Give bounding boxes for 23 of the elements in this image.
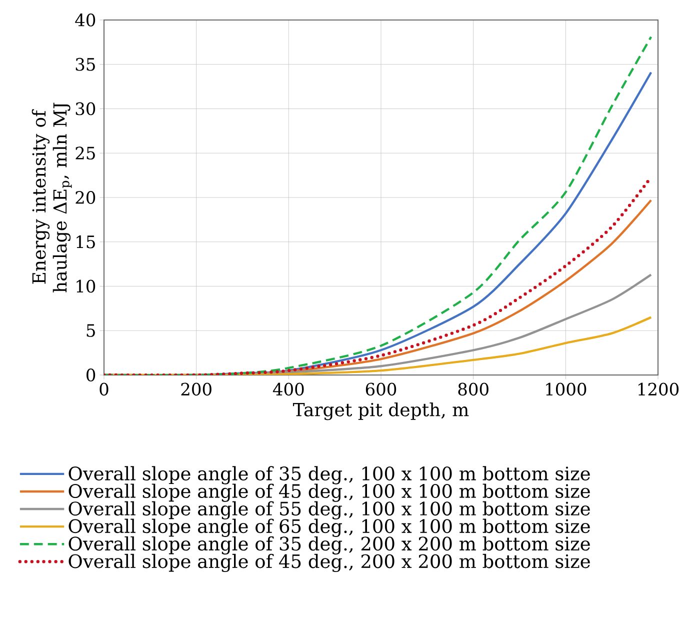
legend-label: Overall slope angle of 45 deg., 100 x 100 m bottom size xyxy=(68,484,590,502)
y-tick-label: 25 xyxy=(76,146,95,160)
x-tick-label: 1000 xyxy=(546,382,586,396)
y-tick-label: 15 xyxy=(76,235,95,248)
x-tick-label: 400 xyxy=(272,382,304,396)
x-tick-label: 200 xyxy=(181,382,212,396)
legend-label: Overall slope angle of 35 deg., 100 x 100 m bottom size xyxy=(68,466,590,484)
legend-label: Overall slope angle of 55 deg., 100 x 100 m bottom size xyxy=(68,501,590,520)
x-tick-label: 0 xyxy=(100,382,108,396)
x-tick-label: 600 xyxy=(366,382,396,396)
legend-label: Overall slope angle of 35 deg., 200 x 200 m bottom size xyxy=(68,536,590,554)
x-tick-label: 1200 xyxy=(638,382,678,396)
y-tick-label: 35 xyxy=(76,58,95,71)
y-tick-label: 40 xyxy=(75,14,96,26)
y-tick-label: 20 xyxy=(76,191,96,204)
y-tick-label: 5 xyxy=(86,324,95,337)
legend-label: Overall slope angle of 45 deg., 200 x 200 m bottom size xyxy=(68,554,590,572)
x-axis-title: Target pit depth, m xyxy=(293,402,469,420)
x-tick-label: 800 xyxy=(458,382,488,396)
y-tick-label: 30 xyxy=(76,102,96,116)
y-tick-label: 0 xyxy=(86,368,96,382)
legend-label: Overall slope angle of 65 deg., 100 x 100 m bottom size xyxy=(68,518,590,537)
y-tick-label: 10 xyxy=(76,280,96,293)
